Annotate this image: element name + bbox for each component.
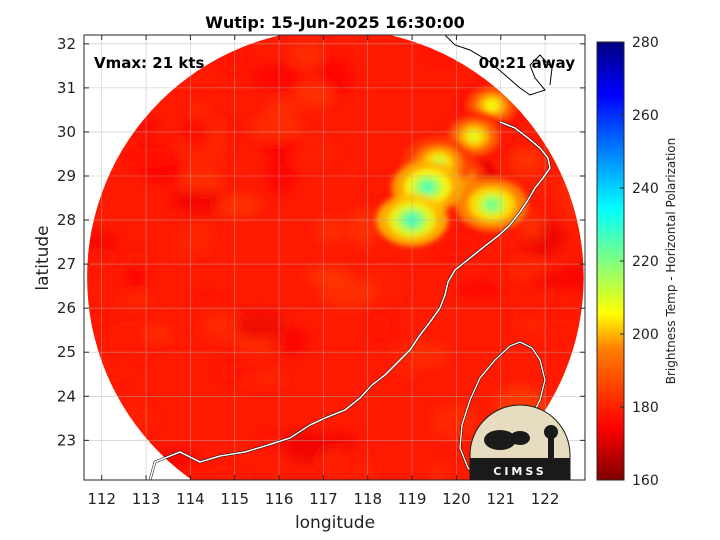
chart-title: Wutip: 15-Jun-2025 16:30:00 [205, 13, 465, 32]
colorbar-tick-label: 180 [632, 400, 659, 416]
swath-texture-blob [190, 103, 208, 118]
y-tick-label: 25 [57, 343, 76, 361]
colorbar-tick-label: 260 [632, 108, 659, 124]
swath-texture-blob [272, 327, 309, 355]
swath-texture-blob [218, 362, 260, 382]
swath-texture-blob [515, 319, 543, 334]
colorbar-tick-label: 160 [632, 473, 659, 489]
colorbar-tick-label: 220 [632, 254, 659, 270]
swath-texture-blob [261, 433, 288, 446]
swath-texture-blob [343, 443, 367, 470]
mainland-coast [149, 121, 551, 480]
swath-texture-blob [543, 323, 582, 348]
swath-texture-blob [295, 82, 334, 107]
x-tick-label: 122 [531, 490, 560, 508]
swath-texture-blob [320, 277, 377, 308]
x-tick-label: 114 [176, 490, 205, 508]
swath-texture-blob [504, 277, 552, 313]
x-tick-label: 117 [309, 490, 338, 508]
swath-texture-blob [250, 114, 302, 143]
x-axis: 112 113 114 115 116 117 118 119 120 121 122 [87, 35, 559, 508]
convection-cell [466, 129, 483, 144]
y-tick-label: 28 [57, 211, 76, 229]
y-tick-label: 31 [57, 79, 76, 97]
y-tick-label: 29 [57, 167, 76, 185]
colorbar-ticks: 160 180 200 220 240 260 280 [620, 35, 659, 489]
swath-texture-blob [170, 189, 229, 212]
colorbar: 160 180 200 220 240 260 280 Brightness Temp - … [596, 35, 678, 489]
swath-texture-blob [520, 214, 544, 240]
swath-texture-blob [316, 218, 344, 243]
swath-texture-blob [509, 146, 543, 172]
x-tick-label: 116 [265, 490, 294, 508]
convection-cell [419, 180, 436, 195]
cimss-logo: CIMSS [469, 404, 571, 481]
swath-texture-blob [559, 264, 584, 290]
x-tick-label: 121 [486, 490, 515, 508]
y-tick-label: 24 [57, 387, 76, 405]
swath-texture-blob [267, 155, 296, 195]
swath-texture-blob [194, 294, 225, 308]
logo-text: CIMSS [493, 465, 546, 478]
convection-cell [483, 98, 500, 113]
x-tick-label: 112 [87, 490, 116, 508]
swath-convection [376, 79, 528, 247]
x-tick-label: 119 [398, 490, 427, 508]
y-axis: 23 24 25 26 27 28 29 30 31 32 [57, 35, 585, 449]
time-away-annotation: 00:21 away [479, 54, 576, 72]
grid [84, 35, 585, 480]
swath-texture-blob [234, 311, 287, 341]
swath-texture-blob [217, 194, 262, 218]
y-tick-label: 26 [57, 299, 76, 317]
swath-texture-blob [189, 219, 212, 254]
convection-cell [483, 197, 500, 212]
y-tick-label: 23 [57, 431, 76, 449]
swath-texture-blob [126, 266, 146, 290]
x-axis-label: longitude [295, 513, 375, 533]
swath-texture-blob [529, 272, 565, 287]
swath-texture-blob [119, 293, 154, 307]
y-tick-label: 27 [57, 255, 76, 273]
x-tick-label: 115 [220, 490, 249, 508]
y-tick-label: 32 [57, 35, 76, 53]
colorbar-tick-label: 240 [632, 181, 659, 197]
x-tick-label: 118 [353, 490, 382, 508]
colorbar-label: Brightness Temp - Horizontal Polarizatio… [664, 138, 678, 385]
colorbar-gradient [596, 41, 625, 481]
swath-texture-blob [427, 463, 449, 480]
x-tick-label: 120 [442, 490, 471, 508]
vmax-annotation: Vmax: 21 kts [94, 54, 204, 72]
axes-frame [83, 34, 586, 481]
x-tick-label: 113 [132, 490, 161, 508]
swath-texture-blob [284, 431, 325, 462]
colorbar-tick-label: 200 [632, 327, 659, 343]
swath-texture-blob [175, 225, 193, 265]
y-axis-label: latitude [33, 225, 53, 290]
y-tick-label: 30 [57, 123, 76, 141]
swath-texture-blob [87, 232, 122, 250]
swath-texture-blob [184, 116, 210, 150]
swath-texture-blob [142, 326, 173, 341]
swath-texture-blob [87, 252, 119, 266]
swath-texture-blob [367, 179, 388, 192]
swath-texture-blob [250, 65, 305, 89]
colorbar-tick-label: 280 [632, 35, 659, 51]
swath-texture-blob [181, 168, 223, 194]
swath-texture-blob [289, 41, 324, 69]
swath-texture-blob [453, 282, 503, 297]
swath-texture-blob [306, 268, 350, 284]
swath-texture-blob [121, 147, 181, 168]
upper-coast [444, 35, 553, 96]
swath-texture-blob [346, 210, 380, 246]
swath-texture-blob [369, 314, 390, 339]
